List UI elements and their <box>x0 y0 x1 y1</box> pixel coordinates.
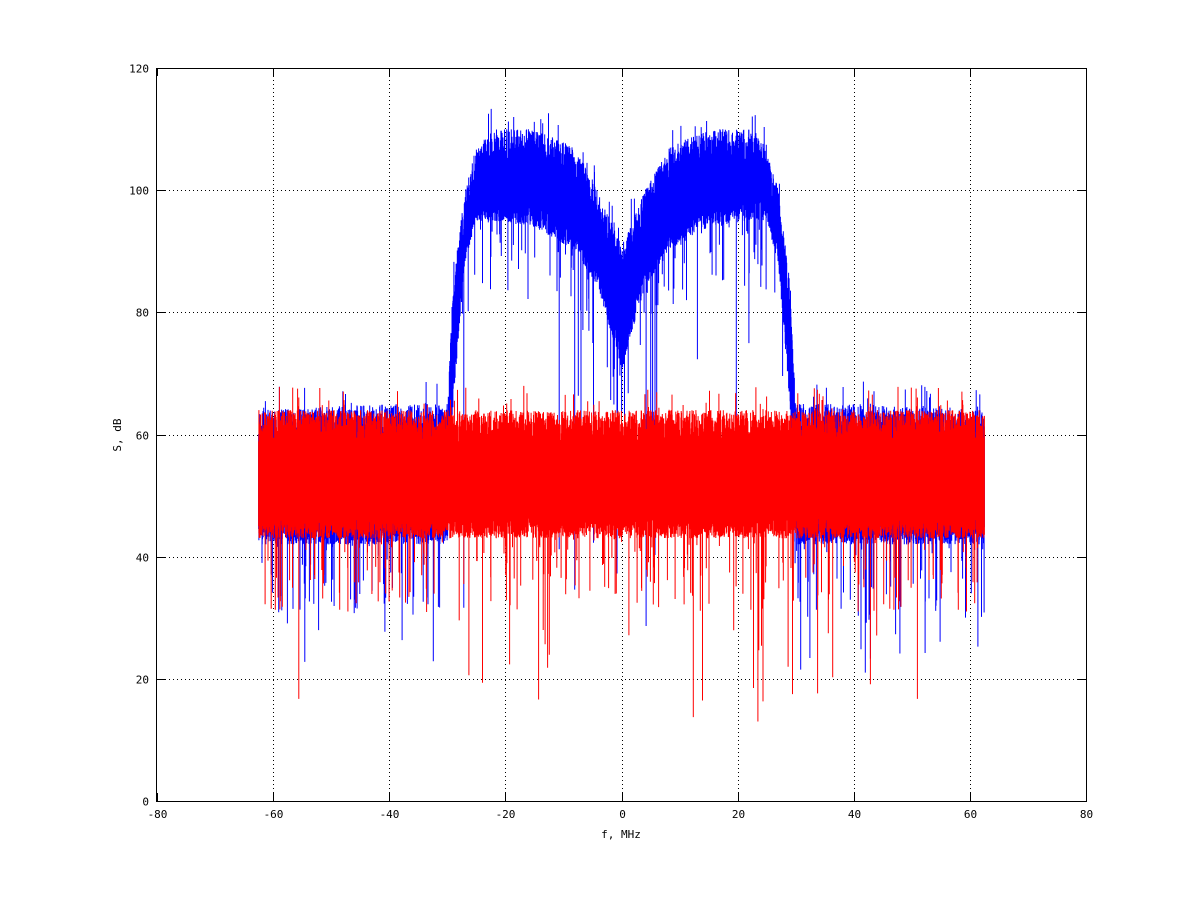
x-tick-label: 60 <box>964 808 977 821</box>
x-tick-label: 80 <box>1080 808 1093 821</box>
x-tick-label: -20 <box>496 808 516 821</box>
x-tick-label: 40 <box>848 808 861 821</box>
y-tick-label: 0 <box>142 796 149 809</box>
x-tick-label: -80 <box>148 808 168 821</box>
x-axis-label: f, MHz <box>601 828 641 841</box>
x-tick-label: -40 <box>380 808 400 821</box>
y-tick-label: 120 <box>129 63 149 76</box>
plot-frame <box>156 68 1087 802</box>
x-tick-label: 20 <box>732 808 745 821</box>
x-tick-label: 0 <box>619 808 626 821</box>
x-tick-label: -60 <box>264 808 284 821</box>
y-tick-label: 80 <box>136 307 149 320</box>
y-tick-label: 100 <box>129 185 149 198</box>
y-axis-label: S, dB <box>111 418 124 451</box>
series-blue-line <box>258 108 985 673</box>
y-tick-label: 20 <box>136 674 149 687</box>
y-tick-label: 60 <box>136 430 149 443</box>
ticks: -80 -60 -40 -20 0 20 40 60 80 0 20 40 60 80 100 120 <box>129 63 1093 822</box>
series-group <box>258 108 985 722</box>
y-tick-label: 40 <box>136 552 149 565</box>
series-red-line <box>258 385 985 722</box>
